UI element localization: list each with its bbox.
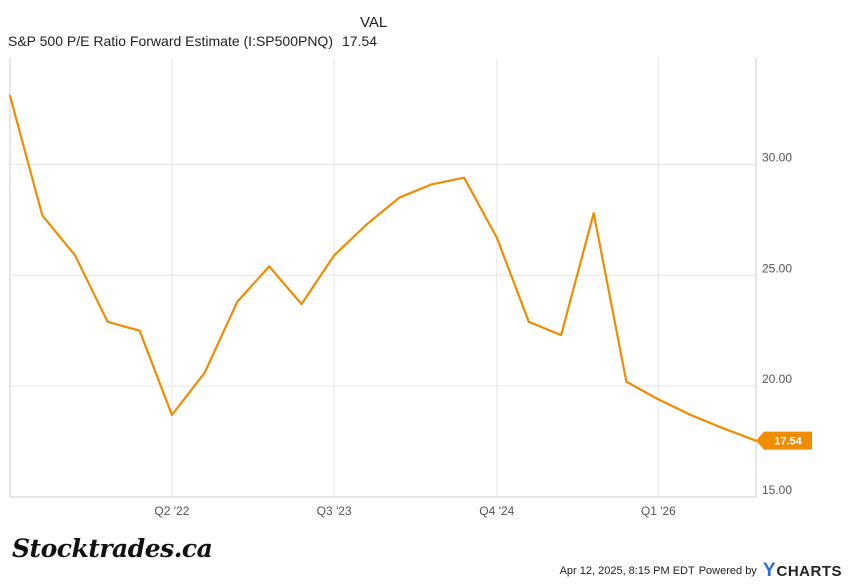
- ycharts-logo-text: CHARTS: [776, 562, 842, 580]
- powered-by-text: Powered by: [698, 565, 757, 577]
- end-value-label: 17.54: [774, 436, 802, 448]
- timestamp: Apr 12, 2025, 8:15 PM EDT: [559, 565, 695, 577]
- x-tick-label: Q2 '22: [154, 504, 189, 518]
- tick-labels: 15.00 20.00 25.00 30.00 Q2 '22 Q3 '23 Q4 '24 Q1…: [154, 150, 812, 518]
- y-tick-label: 15.00: [762, 483, 792, 497]
- ycharts-logo-y: Y: [762, 560, 776, 581]
- axes: [9, 58, 757, 498]
- y-tick-label: 20.00: [762, 372, 792, 386]
- x-tick-label: Q1 '26: [641, 504, 676, 518]
- brand-watermark: Stocktrades.ca: [12, 534, 213, 563]
- legend-series-name[interactable]: S&P 500 P/E Ratio Forward Estimate (I:SP…: [8, 33, 333, 49]
- chart-footer: Apr 12, 2025, 8:15 PM EDT Powered by Y C…: [560, 558, 842, 584]
- legend-series-value: 17.54: [342, 33, 378, 49]
- series-layer: [8, 94, 758, 442]
- ycharts-logo[interactable]: Y CHARTS: [763, 560, 842, 582]
- x-tick-label: Q4 '24: [479, 504, 514, 518]
- chart-legend: VAL S&P 500 P/E Ratio Forward Estimate (…: [8, 12, 388, 52]
- x-tick-label: Q3 '23: [317, 504, 352, 518]
- grid-lines: [10, 58, 756, 498]
- legend-column-header: VAL: [360, 14, 388, 31]
- series-line[interactable]: [8, 94, 758, 442]
- end-value-flag: [756, 431, 812, 450]
- y-tick-label: 30.00: [762, 150, 792, 164]
- y-tick-label: 25.00: [762, 261, 792, 275]
